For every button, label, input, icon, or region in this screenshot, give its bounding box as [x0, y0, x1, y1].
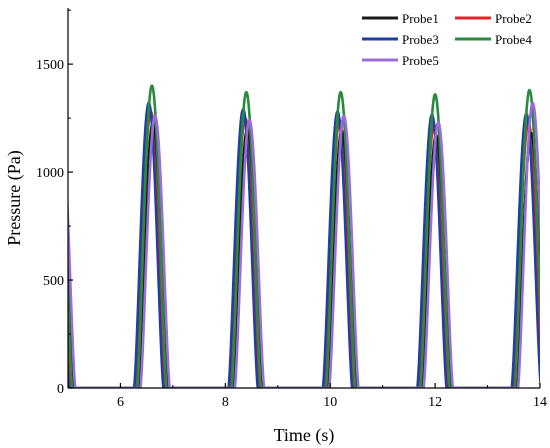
- legend-label: Probe3: [402, 32, 439, 47]
- series-line-probe3: [68, 101, 540, 388]
- series-layer: [68, 84, 540, 388]
- legend-item-probe5: Probe5: [362, 53, 439, 68]
- ticks: 6 8 10 12 14 0 500 1000 1500: [36, 9, 547, 410]
- legend-item-probe2: Probe2: [455, 11, 532, 26]
- x-tick-label: 14: [533, 395, 547, 410]
- x-tick-label: 10: [323, 395, 337, 410]
- x-axis-title: Time (s): [274, 425, 335, 446]
- series-line-probe5: [68, 101, 540, 388]
- legend: Probe1 Probe2 Probe3 Probe4 Probe5: [362, 11, 532, 68]
- legend-item-probe4: Probe4: [455, 32, 532, 47]
- legend-item-probe3: Probe3: [362, 32, 439, 47]
- legend-label: Probe4: [495, 32, 532, 47]
- y-tick-label: 1000: [36, 166, 64, 181]
- series-line-probe4: [68, 84, 540, 388]
- legend-label: Probe1: [402, 11, 439, 26]
- y-tick-label: 1500: [36, 58, 64, 73]
- legend-label: Probe5: [402, 53, 439, 68]
- x-tick-label: 8: [222, 395, 229, 410]
- y-tick-label: 500: [43, 274, 64, 289]
- legend-label: Probe2: [495, 11, 532, 26]
- x-tick-label: 12: [428, 395, 442, 410]
- series-line-probe1: [68, 121, 540, 388]
- legend-item-probe1: Probe1: [362, 11, 439, 26]
- axes: [67, 8, 540, 389]
- x-tick-label: 6: [117, 395, 124, 410]
- y-tick-label: 0: [57, 382, 64, 397]
- y-axis-title: Pressure (Pa): [4, 150, 25, 245]
